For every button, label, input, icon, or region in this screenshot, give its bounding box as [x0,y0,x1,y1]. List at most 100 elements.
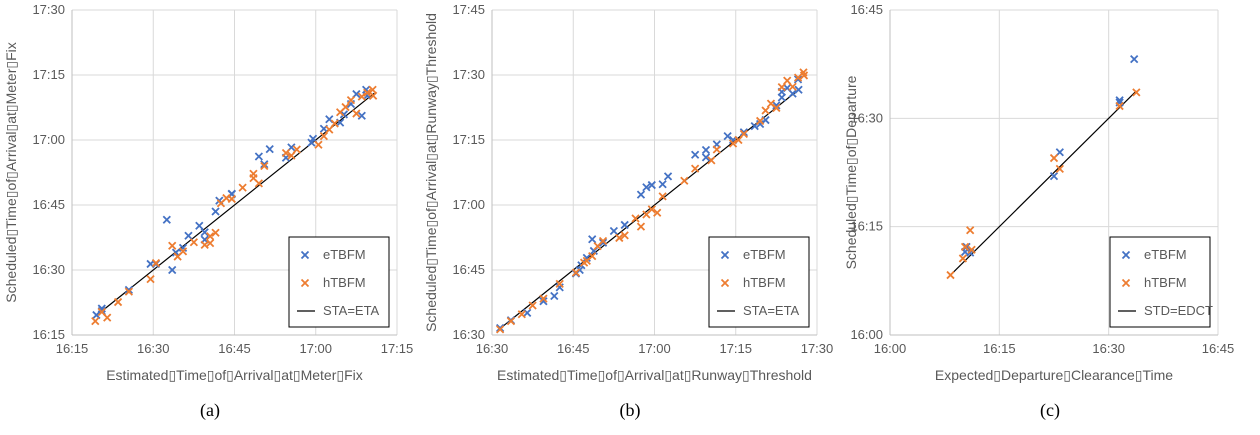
y-tick-label: 16:15 [850,219,883,234]
legend: eTBFM hTBFM STA=ETA [288,236,390,328]
x-tick-label: 16:00 [874,341,907,356]
eTBFM-point-26 [739,128,749,137]
hTBFM-point-17 [227,194,236,204]
hTBFM-point-3 [113,297,123,307]
eTBFM-point-36 [794,85,803,94]
hTBFM-point-17 [647,205,656,214]
hTBFM-point-27 [319,131,329,141]
legend-label: eTBFM [743,247,786,262]
hTBFM-point-6 [1055,164,1064,174]
hTBFM-point-24 [728,139,738,148]
hTBFM-point-5 [1049,153,1059,163]
hTBFM-point-13 [205,232,215,241]
hTBFM-point-36 [799,71,809,80]
hTBFM-point-18 [653,208,662,217]
hTBFM-point-27 [755,116,765,126]
eTBFM-point-28 [755,119,765,129]
hTBFM-point-2 [517,310,526,319]
x-tick-label: 16:30 [476,341,509,356]
hTBFM-point-9 [588,251,597,261]
eTBFM-point-15 [636,190,646,199]
y-tick-label: 17:00 [452,197,485,212]
hTBFM-point-12 [205,238,215,248]
legend-label: STA=ETA [323,303,380,318]
x-tick-label: 16:15 [983,341,1016,356]
reference-line [497,89,799,332]
eTBFM-point-13 [609,226,619,236]
legend-entry-eTBFM: eTBFM [300,247,366,262]
legend-entry-eTBFM: eTBFM [720,247,786,262]
hTBFM-point-10 [189,238,199,247]
hTBFM-point-5 [146,274,155,284]
series-hTBFM [946,88,1141,280]
y-tick-label: 16:45 [850,2,883,17]
legend-entry-STA=ETA: STA=ETA [717,303,800,318]
hTBFM-point-3 [528,301,537,310]
hTBFM-point-9 [178,247,188,256]
hTBFM-point-15 [636,222,646,231]
eTBFM-point-0 [92,310,101,320]
hTBFM-point-18 [238,183,247,192]
hTBFM-point-6 [571,268,581,277]
legend: eTBFM hTBFM STD=EDCT [1109,236,1213,328]
x-tick-label: 16:45 [218,341,251,356]
eTBFM-point-10 [184,231,193,240]
x-axis-title: Expected▯Departure▯Clearance▯Time [935,367,1173,383]
hTBFM-point-29 [330,119,339,128]
hTBFM-point-4 [967,245,976,254]
x-axis-title: Estimated▯Time▯of▯Arrival▯at▯Runway▯Thre… [497,367,812,383]
eTBFM-point-31 [357,111,366,120]
caption-b: (b) [619,400,641,420]
y-tick-label: 17:30 [32,2,65,17]
hTBFM-point-1 [958,254,968,263]
eTBFM-point-3 [1049,171,1059,181]
eTBFM-point-1 [962,242,971,252]
hTBFM-point-23 [712,145,721,154]
y-tick-label: 17:30 [452,67,485,82]
reference-line [950,90,1137,276]
legend-entry-eTBFM: eTBFM [1121,247,1187,262]
hTBFM-point-11 [598,236,608,246]
eTBFM-point-18 [658,180,667,189]
y-axis-title: Scheduled▯Time▯of▯Departure [843,75,859,269]
eTBFM-point-9 [582,253,591,263]
hTBFM-point-2 [103,313,112,322]
y-tick-label: 16:15 [32,327,65,342]
eTBFM-point-28 [339,110,349,119]
hTBFM-point-21 [690,164,700,173]
legend-label: STD=EDCT [1144,303,1213,318]
legend: eTBFM hTBFM STA=ETA [708,236,810,328]
y-tick-label: 17:15 [452,132,485,147]
hTBFM-point-34 [357,92,366,101]
eTBFM-point-20 [690,150,700,159]
eTBFM-point-6 [162,215,171,224]
legend-label: eTBFM [323,247,366,262]
eTBFM-point-10 [588,235,597,244]
x-tick-label: 17:00 [299,341,332,356]
eTBFM-point-19 [260,160,269,169]
eTBFM-point-14 [620,220,629,230]
y-tick-label: 16:30 [32,262,65,277]
hTBFM-point-31 [777,82,786,92]
hTBFM-point-3 [966,226,975,235]
hTBFM-point-22 [707,156,716,165]
chart-panel-b: 16:30 16:45 17:00 17:15 17:30 16:30 16:45 17:00… [420,0,840,435]
hTBFM-point-23 [281,148,291,158]
eTBFM-point-35 [793,75,803,84]
x-tick-label: 16:15 [56,341,89,356]
x-tick-label: 17:15 [719,341,752,356]
eTBFM-point-12 [200,228,209,237]
eTBFM-point-12 [598,238,608,247]
hTBFM-point-6 [151,258,161,268]
legend-box [708,236,810,328]
legend-entry-hTBFM: hTBFM [1121,275,1187,290]
hTBFM-point-33 [352,109,361,118]
hTBFM-point-5 [555,279,564,289]
series-eTBFM [960,54,1139,257]
series-hTBFM [495,68,809,334]
hTBFM-point-26 [739,129,749,139]
eTBFM-point-20 [265,144,274,154]
y-tick-label: 17:45 [452,2,485,17]
y-tick-label: 16:45 [452,262,485,277]
legend-label: STA=ETA [743,303,800,318]
